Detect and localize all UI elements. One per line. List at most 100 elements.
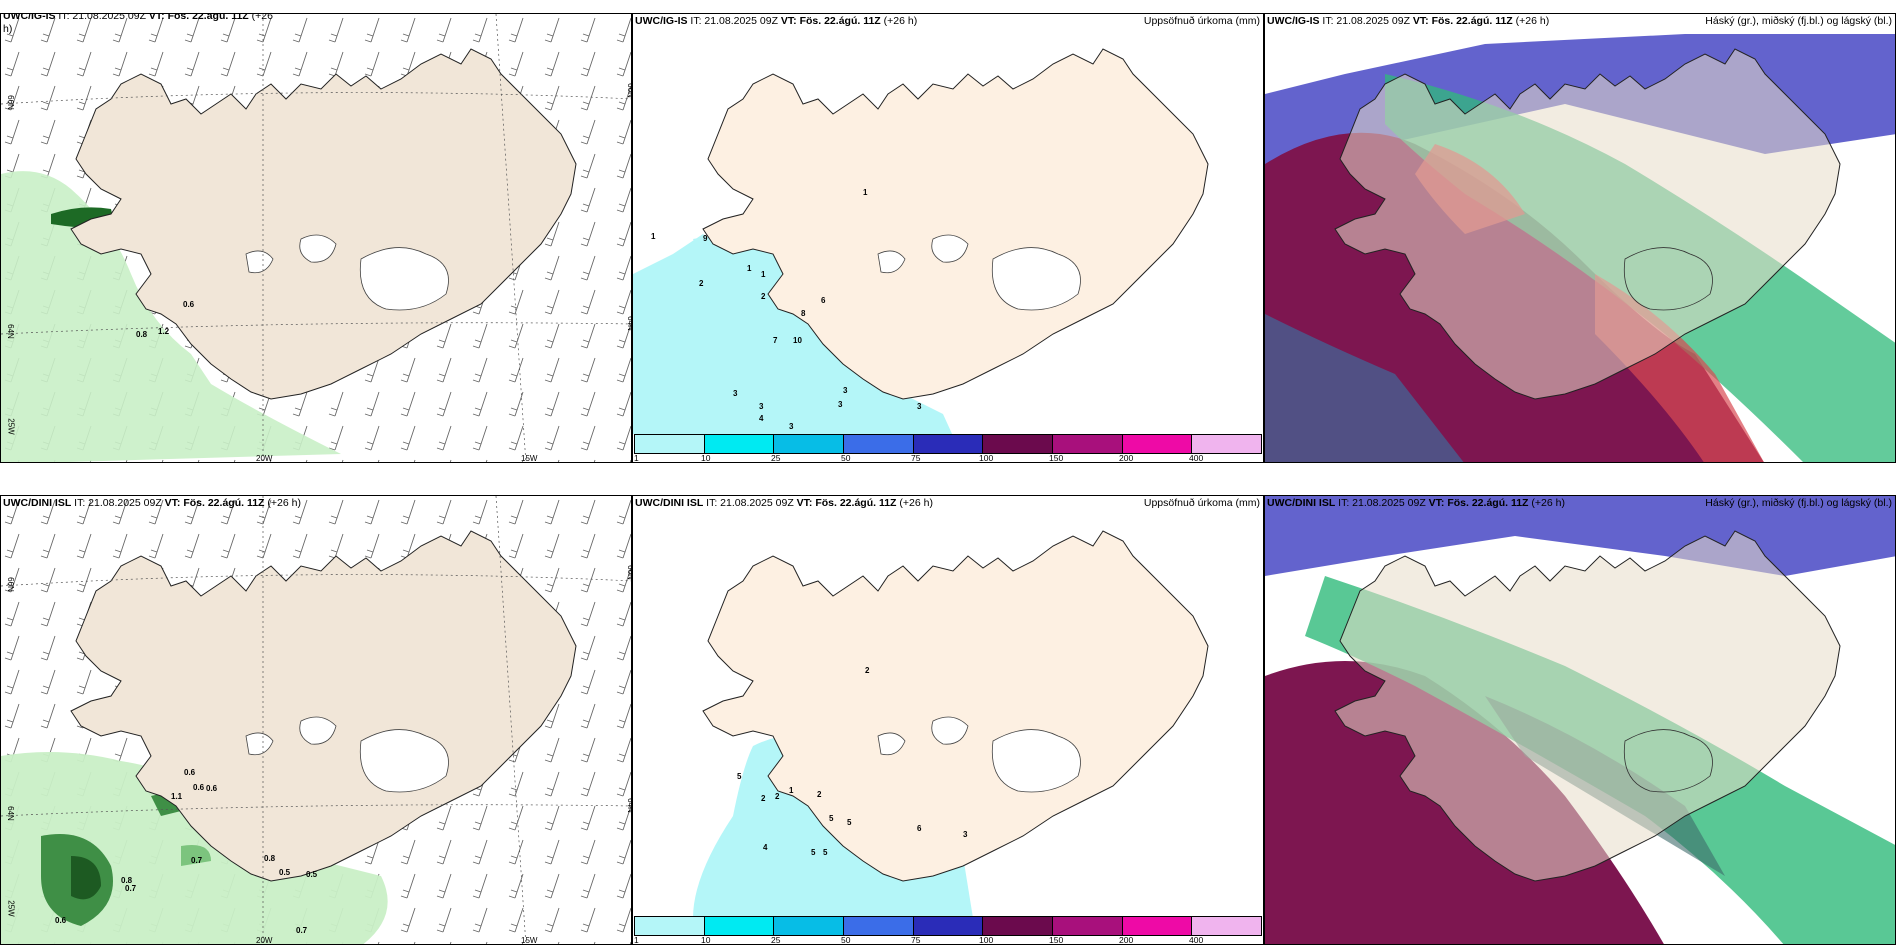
legend-label: 100 [979, 453, 994, 463]
cloud-map-panel-dini: UWC/DINI ISL IT: 21.08.2025 09Z VT: Fös.… [1264, 495, 1896, 945]
precip-value: 5 [737, 772, 742, 781]
wind-map-dini [1, 496, 631, 944]
precip-value: 4 [763, 843, 768, 852]
precip-value: 6 [821, 296, 826, 305]
precip-label: 0.6 [183, 300, 195, 309]
precip-label: 0.6 [193, 783, 205, 792]
legend-label: 100 [979, 935, 994, 945]
wind-map-panel-dini: UWC/DINI ISL IT: 21.08.2025 09Z VT: Fös.… [0, 495, 632, 945]
precip-value: 10 [793, 336, 802, 345]
precip-value: 3 [917, 402, 922, 411]
panel-title: UWC/DINI ISL IT: 21.08.2025 09Z VT: Fös.… [1267, 497, 1565, 509]
precip-value: 5 [829, 814, 834, 823]
lat-label: 64N [5, 324, 15, 339]
precip-label: 0.7 [191, 856, 203, 865]
precip-label: 0.6 [206, 784, 218, 793]
legend-swatch [1053, 435, 1123, 453]
legend-label: 75 [911, 935, 921, 945]
precip-label: 0.5 [306, 870, 318, 879]
legend-swatches [634, 916, 1262, 936]
legend-swatch [1192, 435, 1262, 453]
precip-value: 2 [775, 792, 780, 801]
precip-label: 0.7 [125, 884, 137, 893]
legend-label: 400 [1189, 453, 1204, 463]
precip-value: 3 [963, 830, 968, 839]
precip-label: 1.2 [158, 327, 170, 336]
legend-swatch [635, 917, 705, 935]
legend-label: 400 [1189, 935, 1204, 945]
cloud-map-ig [1265, 14, 1895, 462]
precip-map-panel-ig: UWC/IG-IS IT: 21.08.2025 09Z VT: Fös. 22… [632, 13, 1264, 463]
legend-label: 25 [771, 935, 781, 945]
panel-subtitle: Uppsöfnuð úrkoma (mm) [1143, 15, 1260, 27]
precip-value: 7 [773, 336, 778, 345]
precip-value: 3 [733, 389, 738, 398]
lon-label: 15W [521, 936, 538, 945]
precip-value: 2 [865, 666, 870, 675]
legend-label: 150 [1049, 935, 1064, 945]
legend-swatch [704, 435, 775, 453]
legend-swatches [634, 434, 1262, 454]
precip-label: 0.8 [121, 876, 133, 885]
legend-label: 10 [701, 453, 711, 463]
precip-value: 8 [801, 309, 806, 318]
precip-value: 5 [847, 818, 852, 827]
legend-labels: 1 10 25 50 75 100 150 200 400 [633, 453, 1263, 463]
legend-label: 1 [634, 935, 639, 945]
cloud-map-panel-ig: UWC/IG-IS IT: 21.08.2025 09Z VT: Fös. 22… [1264, 13, 1896, 463]
precip-value: 2 [699, 279, 704, 288]
precip-map-ig [633, 14, 1264, 436]
legend-swatch [1122, 917, 1193, 935]
precip-value: 2 [761, 292, 766, 301]
legend-swatch [844, 917, 914, 935]
legend-swatch [913, 917, 984, 935]
legend-swatch [704, 917, 775, 935]
lon-label: 15W [521, 454, 538, 463]
legend-swatch [774, 917, 845, 935]
precip-value: 1 [761, 270, 766, 279]
legend-swatch [983, 435, 1054, 453]
precip-value: 4 [759, 414, 764, 423]
precip-value: 5 [811, 848, 816, 857]
lat-label: 66N [5, 95, 15, 110]
lon-label: 20W [256, 454, 273, 463]
precip-map-dini [693, 496, 1264, 918]
legend-label: 1 [634, 453, 639, 463]
precip-label: 0.8 [264, 854, 276, 863]
legend-label: 50 [841, 453, 851, 463]
legend-label: 150 [1049, 453, 1064, 463]
legend-label: 200 [1119, 935, 1134, 945]
legend-label: 10 [701, 935, 711, 945]
legend-swatch [1053, 917, 1123, 935]
legend-label: 200 [1119, 453, 1134, 463]
legend-labels: 1 10 25 50 75 100 150 200 400 [633, 935, 1263, 945]
panel-title: UWC/IG-IS IT: 21.08.2025 09Z VT: Fös. 22… [1267, 15, 1550, 27]
lon-label: 25W [6, 418, 16, 435]
lat-label: 64N [5, 806, 15, 821]
panel-title: UWC/IG-IS IT: 21.08.2025 09Z VT: Fös. 22… [3, 13, 273, 35]
lon-label: 20W [256, 936, 273, 945]
panel-subtitle: Uppsöfnuð úrkoma (mm) [1143, 497, 1260, 509]
precip-map-panel-dini: UWC/DINI ISL IT: 21.08.2025 09Z VT: Fös.… [632, 495, 1264, 945]
precip-legend: 1 10 25 50 75 100 150 200 400 [633, 916, 1263, 944]
legend-label: 50 [841, 935, 851, 945]
wind-map-panel-ig: UWC/IG-IS IT: 21.08.2025 09Z VT: Fös. 22… [0, 13, 632, 463]
lat-label: 66N [5, 577, 15, 592]
legend-swatch [844, 435, 914, 453]
precip-legend: 1 10 25 50 75 100 150 200 400 [633, 434, 1263, 462]
legend-swatch [1122, 435, 1193, 453]
precip-label: 0.7 [296, 926, 308, 935]
precip-value: 2 [761, 794, 766, 803]
legend-label: 75 [911, 453, 921, 463]
precip-value: 1 [747, 264, 752, 273]
panel-subtitle: Háský (gr.), miðský (fj.bl.) og lágský (… [1705, 15, 1892, 27]
precip-value: 3 [789, 422, 794, 431]
precip-value: 3 [843, 386, 848, 395]
precip-label: 1.1 [171, 792, 183, 801]
legend-swatch [913, 435, 984, 453]
precip-value: 9 [703, 234, 708, 243]
precip-label: 0.6 [184, 768, 196, 777]
panel-title: UWC/IG-IS IT: 21.08.2025 09Z VT: Fös. 22… [635, 15, 918, 27]
panel-subtitle: Háský (gr.), miðský (fj.bl.) og lágský (… [1705, 497, 1892, 509]
lon-label: 25W [6, 900, 16, 917]
